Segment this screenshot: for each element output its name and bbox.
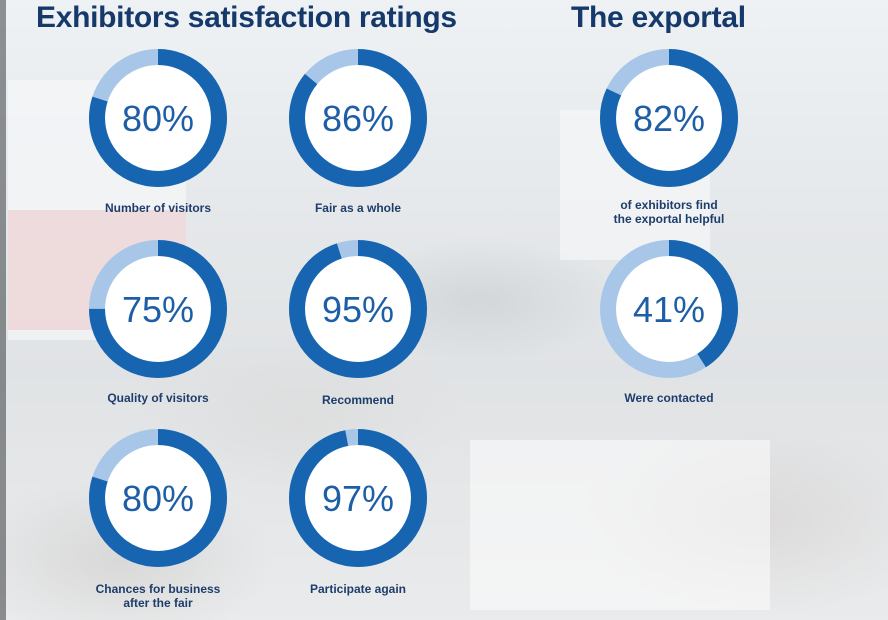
donut-caption: after the fair <box>123 596 193 610</box>
donut-number-of-visitors: 80% Number of visitors <box>89 49 227 215</box>
donut-center <box>305 445 411 551</box>
donut-percent-label: 95% <box>322 289 394 330</box>
donut-caption: Chances for business <box>96 582 221 596</box>
title-satisfaction-ratings: Exhibitors satisfaction ratings <box>36 1 457 34</box>
donut-percent-label: 41% <box>633 289 705 330</box>
donut-quality-of-visitors: 75% Quality of visitors <box>89 240 227 405</box>
donut-center <box>616 65 722 171</box>
donut-value-arc <box>289 429 427 567</box>
donut-value-arc <box>600 49 738 187</box>
donut-percent-label: 75% <box>122 289 194 330</box>
donut-center <box>616 256 722 362</box>
donut-center <box>305 65 411 171</box>
donut-caption: Recommend <box>322 393 394 407</box>
donut-caption: Were contacted <box>624 391 713 405</box>
donut-fair-as-a-whole: 86% Fair as a whole <box>289 49 427 215</box>
title-exportal: The exportal <box>571 1 746 34</box>
donut-value-arc <box>89 429 227 567</box>
donut-caption: Quality of visitors <box>107 391 209 405</box>
donut-value-arc <box>600 240 738 378</box>
donut-participate-again: 97% Participate again <box>289 429 427 596</box>
donut-recommend: 95% Recommend <box>289 240 427 407</box>
donut-caption: Number of visitors <box>105 201 211 215</box>
donut-caption: of exhibitors find <box>620 198 717 212</box>
donut-were-contacted: 41% Were contacted <box>600 240 738 405</box>
donut-value-arc <box>89 49 227 187</box>
donut-value-arc <box>89 240 227 378</box>
donut-percent-label: 80% <box>122 478 194 519</box>
donut-center <box>105 65 211 171</box>
donut-value-arc <box>289 240 427 378</box>
donut-caption: Fair as a whole <box>315 201 401 215</box>
donut-caption: Participate again <box>310 582 406 596</box>
donut-center <box>305 256 411 362</box>
donut-percent-label: 82% <box>633 98 705 139</box>
donut-caption: the exportal helpful <box>614 212 725 226</box>
donut-percent-label: 97% <box>322 478 394 519</box>
donut-center <box>105 445 211 551</box>
background-left-edge <box>0 0 6 620</box>
donut-center <box>105 256 211 362</box>
donut-percent-label: 80% <box>122 98 194 139</box>
donut-value-arc <box>289 49 427 187</box>
donut-percent-label: 86% <box>322 98 394 139</box>
